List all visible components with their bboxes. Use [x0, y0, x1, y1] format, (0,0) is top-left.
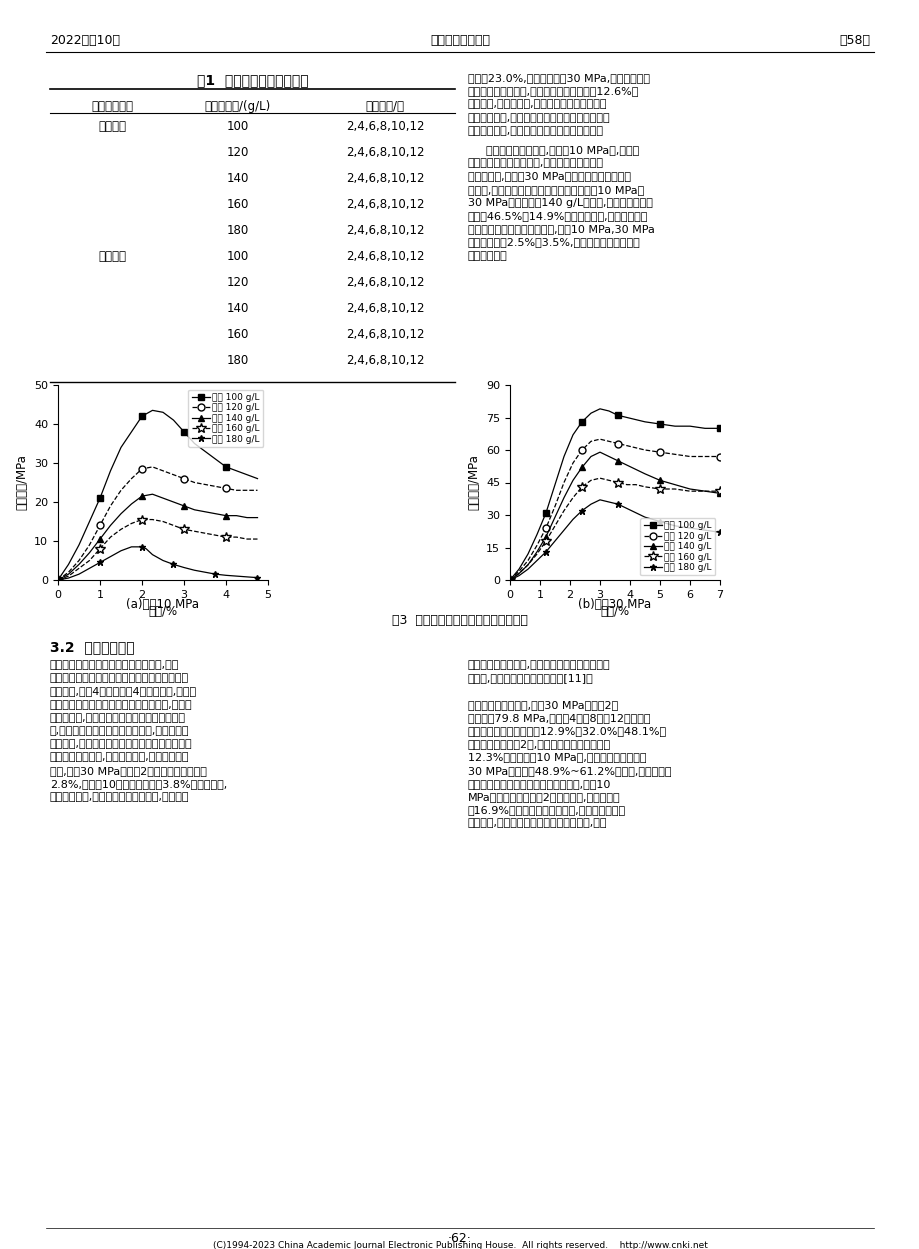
Text: 化特点,峰值应力后下降幅度较低。对比围压10 MPa、: 化特点,峰值应力后下降幅度较低。对比围压10 MPa、	[468, 185, 643, 195]
Text: 2,4,6,8,10,12: 2,4,6,8,10,12	[346, 145, 424, 159]
Text: 硫酸根浓度/(g/L): 硫酸根浓度/(g/L)	[205, 100, 271, 112]
Text: 2,4,6,8,10,12: 2,4,6,8,10,12	[346, 171, 424, 185]
Text: 了同一污水浓度环境下干湿次数对混凝土力学水: 了同一污水浓度环境下干湿次数对混凝土力学水	[50, 673, 189, 683]
Text: 2,4,6,8,10,12: 2,4,6,8,10,12	[346, 327, 424, 341]
Text: 交替次数/次: 交替次数/次	[365, 100, 404, 112]
Text: 数较高时,试样峰值应力后往往具有持续性的应变: 数较高时,试样峰值应力后往往具有持续性的应变	[50, 739, 192, 749]
Text: 120: 120	[227, 276, 249, 289]
Text: 2,4,6,8,10,12: 2,4,6,8,10,12	[346, 276, 424, 289]
Text: 160: 160	[227, 197, 249, 211]
Text: 30 MPa下减少了48.9%~61.2%。同时,围压效应也: 30 MPa下减少了48.9%~61.2%。同时,围压效应也	[468, 766, 671, 776]
Text: 物理试验类型: 物理试验类型	[91, 100, 133, 112]
Text: 2,4,6,8,10,12: 2,4,6,8,10,12	[346, 301, 424, 315]
Text: (a)围压10 MPa: (a)围压10 MPa	[127, 598, 199, 611]
Text: 骨架受污水侵蚀作用,骨架松动性以及承载稳定性: 骨架受污水侵蚀作用,骨架松动性以及承载稳定性	[468, 659, 610, 669]
Text: 干湿作用: 干湿作用	[98, 120, 126, 132]
Text: 2,4,6,8,10,12: 2,4,6,8,10,12	[346, 197, 424, 211]
Text: 替次数下试样应力应变趋势特征有所差异,在交替: 替次数下试样应力应变趋势特征有所差异,在交替	[50, 699, 192, 709]
Text: 别降低46.5%、14.9%。同一围压下,峰值应变在各: 别降低46.5%、14.9%。同一围压下,峰值应变在各	[468, 211, 648, 221]
Legend: 浓度 100 g/L, 浓度 120 g/L, 浓度 140 g/L, 浓度 160 g/L, 浓度 180 g/L: 浓度 100 g/L, 浓度 120 g/L, 浓度 140 g/L, 浓度 1…	[640, 518, 715, 576]
Text: 减弱了干湿循环对承载应力的负面影响,围压10: 减弱了干湿循环对承载应力的负面影响,围压10	[468, 779, 611, 789]
Text: ·62·: ·62·	[448, 1232, 471, 1245]
Text: 100: 100	[227, 120, 249, 132]
Text: 2022年第10期: 2022年第10期	[50, 34, 119, 46]
Text: 由此可知,围压增大时,污水对混凝土试样的侵蚀: 由此可知,围压增大时,污水对混凝土试样的侵蚀	[468, 100, 607, 110]
Text: 次数较低时,混凝土峰值应力后脆性破坏特征显: 次数较低时,混凝土峰值应力后脆性破坏特征显	[50, 713, 186, 723]
Text: 从峰值应力对比来看,围压30 MPa下交替2次: 从峰值应力对比来看,围压30 MPa下交替2次	[468, 699, 618, 709]
Text: 冻融作用: 冻融作用	[98, 250, 126, 262]
Text: 污水浓度试样中分布差异较小,围压10 MPa,30 MPa: 污水浓度试样中分布差异较小,围压10 MPa,30 MPa	[468, 225, 654, 235]
X-axis label: 应变/%: 应变/%	[148, 606, 177, 618]
Text: 2,4,6,8,10,12: 2,4,6,8,10,12	[346, 224, 424, 236]
Text: 应力下降段,但围压30 MPa下试样具有显著应变软: 应力下降段,但围压30 MPa下试样具有显著应变软	[468, 171, 630, 181]
Text: 180: 180	[227, 353, 249, 366]
Text: 30 MPa在污水浓度140 g/L试样下,应力在峰值后分: 30 MPa在污水浓度140 g/L试样下,应力在峰值后分	[468, 197, 652, 207]
Text: 水环境下,应避免混凝土处于干湿交替环境,减少: 水环境下,应避免混凝土处于干湿交替环境,减少	[468, 818, 607, 828]
Text: 当干湿作用每递增2次,试样峰值应力平均减少了: 当干湿作用每递增2次,试样峰值应力平均减少了	[468, 739, 610, 749]
Text: 时试样为79.8 MPa,而交替4次、8次和12次时试样: 时试样为79.8 MPa,而交替4次、8次和12次时试样	[468, 713, 650, 723]
Text: 160: 160	[227, 327, 249, 341]
Text: 作用受到抑制,围压效应不仅可以提高混凝土试样: 作用受到抑制,围压效应不仅可以提高混凝土试样	[468, 112, 610, 122]
Text: 图3  污水浓度对混凝土力学性能的影响: 图3 污水浓度对混凝土力学性能的影响	[391, 615, 528, 627]
Text: 承载应力水平,也可以增强混凝土抗污水侵蚀。: 承载应力水平,也可以增强混凝土抗污水侵蚀。	[468, 126, 604, 136]
Text: 平的影响,如图4所示。从图4中可以看出,不同交: 平的影响,如图4所示。从图4中可以看出,不同交	[50, 687, 197, 697]
Text: 交替次数愈多,混凝土受干湿作用影响,内部颗粒: 交替次数愈多,混凝土受干湿作用影响,内部颗粒	[50, 792, 189, 802]
Text: 2.8%,而交替10次时峰值应变为3.8%。分析认为,: 2.8%,而交替10次时峰值应变为3.8%。分析认为,	[50, 779, 227, 789]
Text: 2,4,6,8,10,12: 2,4,6,8,10,12	[346, 120, 424, 132]
Text: 幅16.9%。由于湿作用影响可知,灌渠混凝土在污: 幅16.9%。由于湿作用影响可知,灌渠混凝土在污	[468, 806, 626, 816]
Y-axis label: 承载应力/MPa: 承载应力/MPa	[467, 455, 480, 511]
Y-axis label: 承载应力/MPa: 承载应力/MPa	[16, 455, 28, 511]
Text: 2,4,6,8,10,12: 2,4,6,8,10,12	[346, 353, 424, 366]
Legend: 浓度 100 g/L, 浓度 120 g/L, 浓度 140 g/L, 浓度 160 g/L, 浓度 180 g/L: 浓度 100 g/L, 浓度 120 g/L, 浓度 140 g/L, 浓度 1…	[187, 390, 263, 447]
Text: 平影响较小。: 平影响较小。	[468, 251, 507, 261]
Text: 削弱了23.0%,当围压增大至30 MPa,试样峰值应力: 削弱了23.0%,当围压增大至30 MPa,试样峰值应力	[468, 72, 650, 82]
Text: 第58卷: 第58卷	[838, 34, 869, 46]
Text: 试样均具有应变硬化特征,峰值应力后均出现了: 试样均具有应变硬化特征,峰值应力后均出现了	[468, 159, 604, 169]
Text: 3.2  交替次数影响: 3.2 交替次数影响	[50, 639, 134, 654]
Text: 随污水浓度梯次变化,每梯次受剪削弱幅度为12.6%。: 随污水浓度梯次变化,每梯次受剪削弱幅度为12.6%。	[468, 86, 639, 96]
Text: 120: 120	[227, 145, 249, 159]
Text: 愈大,围压30 MPa下交替2次试样的峰值应变为: 愈大,围压30 MPa下交替2次试样的峰值应变为	[50, 766, 207, 776]
Text: 著,具有较快较短的应力应变持续段,而在交替次: 著,具有较快较短的应力应变持续段,而在交替次	[50, 726, 189, 736]
Text: 140: 140	[227, 171, 249, 185]
Text: 12.3%。当围压为10 MPa时,峰值应力整体较围压: 12.3%。当围压为10 MPa时,峰值应力整体较围压	[468, 752, 646, 762]
Text: 180: 180	[227, 224, 249, 236]
Text: 100: 100	[227, 250, 249, 262]
Text: 从应变特征对比来看,在围压10 MPa下,混凝土: 从应变特征对比来看,在围压10 MPa下,混凝土	[485, 145, 639, 155]
Text: 2,4,6,8,10,12: 2,4,6,8,10,12	[346, 250, 424, 262]
Text: 甘肃水利水电技术: 甘肃水利水电技术	[429, 34, 490, 46]
Text: 下分别分布在2.5%、3.5%,污水浓度对应变量值水: 下分别分布在2.5%、3.5%,污水浓度对应变量值水	[468, 237, 640, 247]
X-axis label: 应变/%: 应变/%	[600, 606, 629, 618]
Text: 峰值应力较之分别减少了12.9%、32.0%和48.1%。: 峰值应力较之分别减少了12.9%、32.0%和48.1%。	[468, 726, 666, 736]
Text: 均降低,具有较强的塑性承载应变[11]。: 均降低,具有较强的塑性承载应变[11]。	[468, 673, 593, 683]
Text: 140: 140	[227, 301, 249, 315]
Text: 表1  两种物理试验方案参数: 表1 两种物理试验方案参数	[197, 72, 308, 87]
Text: 塑性段。另一方面,交替次数愈多,试样峰值应变: 塑性段。另一方面,交替次数愈多,试样峰值应变	[50, 752, 189, 762]
Text: (b)围压30 MPa: (b)围压30 MPa	[578, 598, 651, 611]
Text: (C)1994-2023 China Academic Journal Electronic Publishing House.  All rights res: (C)1994-2023 China Academic Journal Elec…	[212, 1242, 707, 1249]
Text: MPa下峰值应力随干湿2梯次的变化,具有平均降: MPa下峰值应力随干湿2梯次的变化,具有平均降	[468, 792, 620, 802]
Text: 根据不同干湿交替次数下力学试验数据,获得: 根据不同干湿交替次数下力学试验数据,获得	[50, 659, 179, 669]
